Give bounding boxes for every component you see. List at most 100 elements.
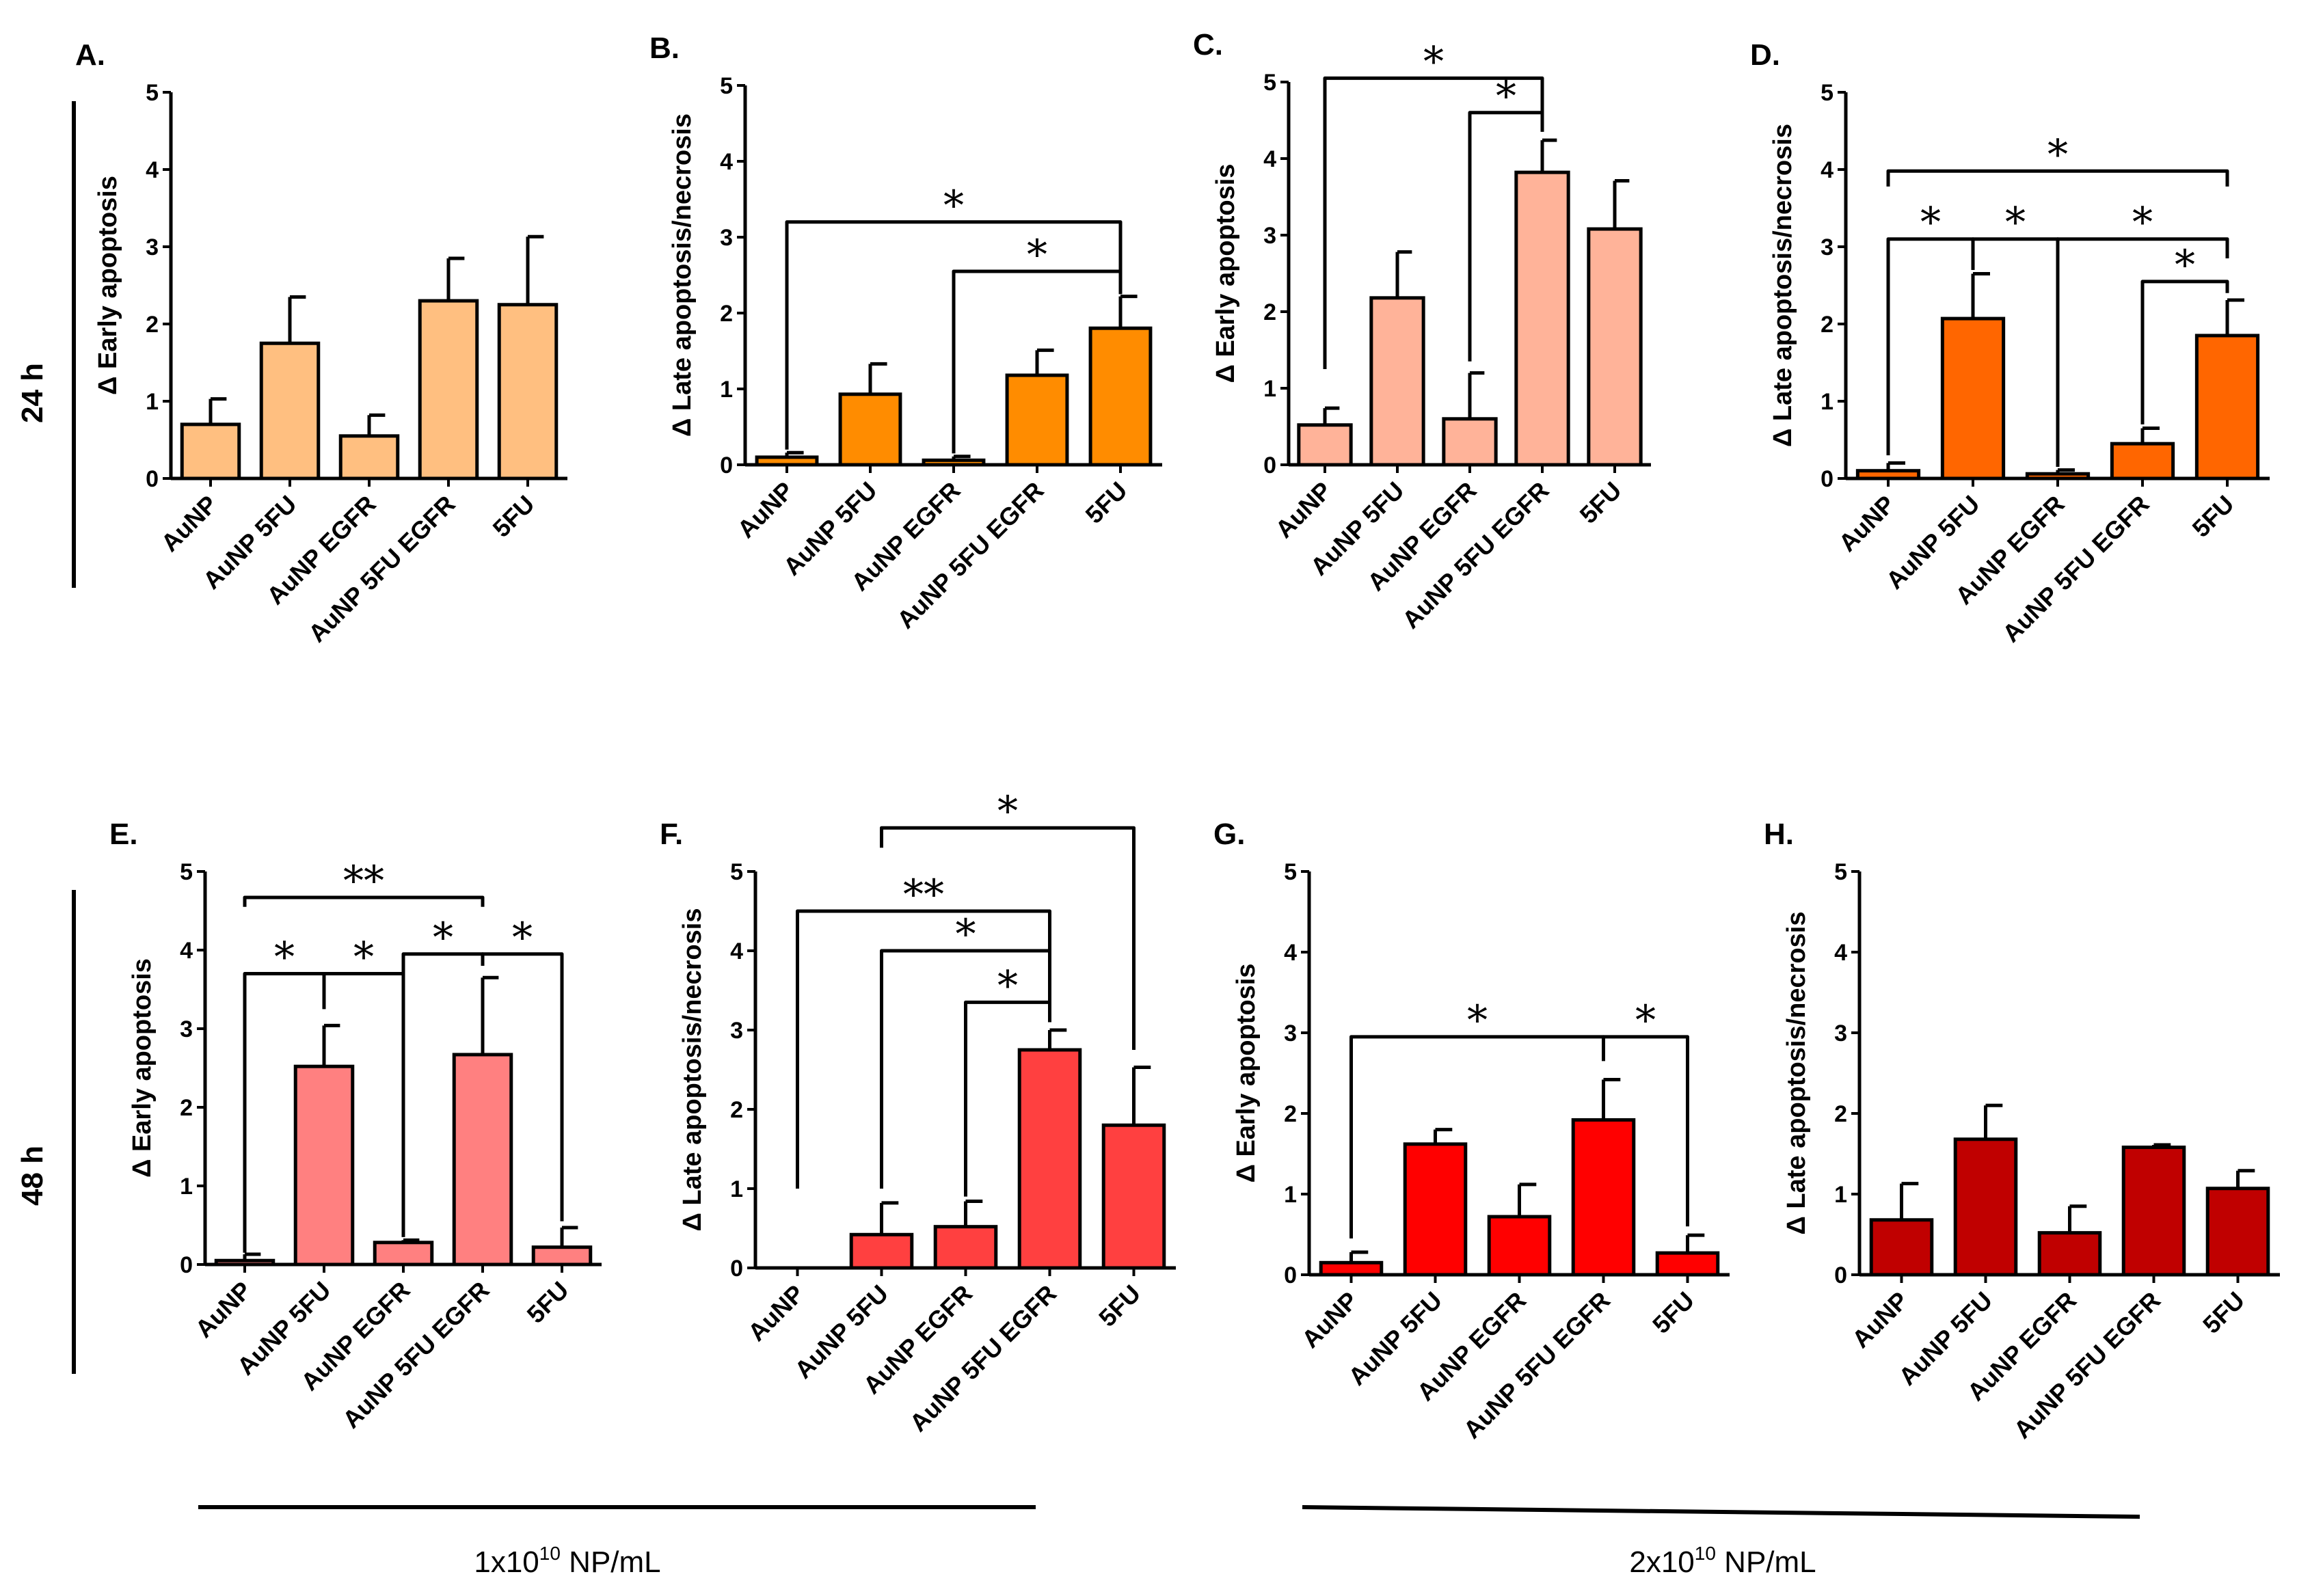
- significance-star: *: [997, 962, 1018, 1010]
- significance-star: *: [353, 934, 374, 982]
- bar: [373, 1241, 434, 1267]
- category-label: 5FU: [522, 1276, 574, 1329]
- concentration-bar-2: [1302, 1505, 2140, 1519]
- bar: [418, 299, 479, 481]
- significance-star: *: [2132, 199, 2153, 247]
- category-label: 5FU: [1647, 1286, 1700, 1339]
- significance-star: *: [997, 787, 1018, 835]
- y-tick-label: 3: [1284, 1020, 1297, 1046]
- y-axis-label: Δ Late apoptosis/necrosis: [678, 908, 707, 1232]
- y-tick-label: 3: [730, 1018, 743, 1044]
- bar: [1403, 1142, 1468, 1277]
- y-tick-label: 4: [180, 938, 193, 964]
- panel-label: B.: [649, 31, 680, 65]
- bar: [2110, 442, 2175, 481]
- significance-bracket: [796, 909, 1051, 1189]
- significance-bracket: [2056, 237, 2229, 468]
- bar: [922, 458, 986, 467]
- y-tick-label: 5: [146, 80, 159, 106]
- category-label: AuNP 5FU EGFR: [1458, 1286, 1615, 1444]
- y-tick-label: 0: [180, 1252, 193, 1278]
- category-label: 5FU: [2197, 1286, 2250, 1339]
- bar: [452, 1053, 513, 1267]
- concentration-label-1: 1x1010 NP/mL: [474, 1543, 660, 1579]
- y-tick-label: 3: [1834, 1020, 1847, 1046]
- bar: [259, 341, 321, 481]
- y-tick-label: 4: [1821, 157, 1833, 183]
- significance-bracket: [1886, 169, 2229, 187]
- y-tick-label: 0: [1834, 1262, 1847, 1288]
- category-label: 5FU: [487, 490, 540, 543]
- significance-star: *: [1496, 72, 1516, 120]
- bar: [1940, 316, 2006, 481]
- y-tick-label: 0: [146, 466, 159, 492]
- bar: [1101, 1123, 1166, 1270]
- significance-bracket: [1349, 1035, 1605, 1239]
- panel-label: F.: [660, 817, 683, 851]
- category-label: 5FU: [1093, 1280, 1146, 1332]
- bar: [531, 1245, 593, 1267]
- y-tick-label: 5: [180, 859, 193, 885]
- significance-bracket: [481, 952, 564, 1221]
- y-tick-label: 2: [1821, 312, 1833, 338]
- category-label: AuNP 5FU EGFR: [303, 490, 461, 648]
- significance-star: *: [274, 934, 295, 982]
- significance-bracket: [880, 949, 1051, 1189]
- significance-bracket: [1468, 111, 1544, 362]
- category-label: AuNP: [1296, 1286, 1363, 1353]
- y-tick-label: 2: [146, 312, 159, 338]
- bar: [1319, 1260, 1384, 1277]
- category-label: 5FU: [2187, 490, 2240, 543]
- significance-bracket: [880, 826, 1136, 1050]
- category-label: AuNP: [1846, 1286, 1913, 1353]
- y-tick-label: 3: [146, 234, 159, 260]
- bar: [2025, 472, 2091, 481]
- category-label: AuNP 5FU EGFR: [904, 1280, 1062, 1437]
- bar: [755, 455, 819, 467]
- y-tick-label: 1: [720, 377, 733, 403]
- significance-bracket: [952, 269, 1123, 454]
- bar: [2121, 1146, 2186, 1277]
- y-tick-label: 5: [720, 73, 733, 99]
- significance-star: *: [1467, 997, 1488, 1044]
- concentration-label-2: 2x1010 NP/mL: [1629, 1543, 1816, 1579]
- significance-star: **: [343, 857, 384, 905]
- y-tick-label: 5: [730, 859, 743, 885]
- bar: [1442, 417, 1498, 467]
- y-axis-label: Δ Early apoptosis: [128, 958, 157, 1178]
- y-tick-label: 3: [180, 1016, 193, 1042]
- significance-star: *: [1027, 231, 1047, 279]
- significance-star: *: [512, 914, 533, 962]
- bar: [1297, 423, 1353, 467]
- y-tick-label: 4: [730, 938, 743, 964]
- y-tick-label: 4: [146, 157, 159, 183]
- bar: [1571, 1118, 1636, 1277]
- category-label: AuNP 5FU EGFR: [1997, 490, 2155, 648]
- y-tick-label: 1: [1821, 389, 1833, 415]
- y-tick-label: 2: [720, 301, 733, 327]
- y-tick-label: 2: [1834, 1101, 1847, 1127]
- y-tick-label: 0: [1263, 452, 1276, 478]
- bar: [1088, 326, 1153, 467]
- time-label-24h: 24 h: [16, 363, 49, 423]
- y-tick-label: 5: [1263, 70, 1276, 96]
- chart-1: B. Δ Late apoptosis/necrosis 0 1 2 3 4 5 AuNP AuN…: [649, 31, 1162, 634]
- significance-star: *: [2047, 131, 2068, 178]
- significance-star: *: [1423, 38, 1444, 85]
- y-tick-label: 5: [1821, 80, 1833, 106]
- category-label: AuNP: [1833, 490, 1900, 557]
- category-label: 5FU: [1080, 476, 1133, 529]
- y-tick-label: 3: [1263, 223, 1276, 249]
- significance-bracket: [785, 220, 1123, 450]
- chart-3: D. Δ Late apoptosis/necrosis 0 1 2 3 4 5 AuNP AuN…: [1750, 38, 2270, 647]
- bar: [180, 422, 241, 481]
- y-tick-label: 4: [720, 149, 733, 175]
- significance-bracket: [1323, 76, 1544, 369]
- significance-bracket: [243, 895, 485, 907]
- y-tick-label: 1: [730, 1176, 743, 1202]
- y-tick-label: 1: [1263, 376, 1276, 402]
